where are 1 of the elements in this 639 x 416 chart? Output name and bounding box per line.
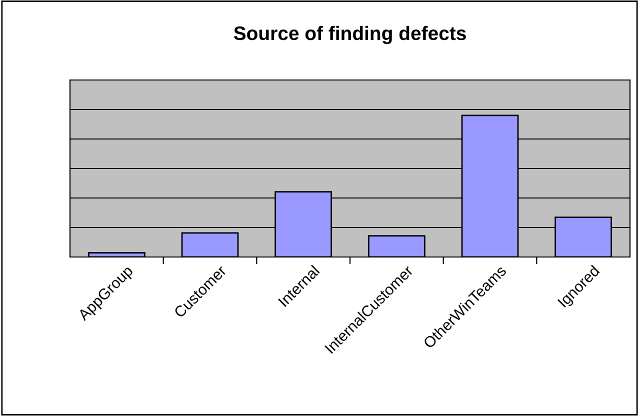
chart-title: Source of finding defects [234,26,466,44]
